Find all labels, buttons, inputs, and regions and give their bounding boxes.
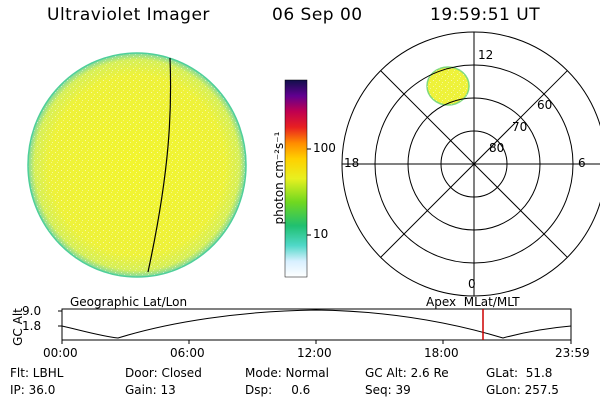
mlat-label-70: 70 [512,120,528,134]
time-tick-1800: 18:00 [424,346,459,360]
orbit-altitude-panel [58,308,572,344]
mlt-label-6: 6 [578,156,586,170]
time-tick-2359: 23:59 [555,346,590,360]
polar-plot [341,31,600,297]
geographic-label: Geographic Lat/Lon [70,295,188,309]
alt-axis-title: GC Alt [11,308,25,346]
uv-image-disk [27,52,247,278]
gc-alt-status: GC Alt: 2.6 Re [365,366,449,380]
colorbar-label-100: 100 [313,141,336,155]
mlt-label-0: 0 [468,277,476,291]
instrument-title: Ultraviolet Imager [47,5,210,25]
seq-status: Seq: 39 [365,383,411,397]
mlt-label-18: 18 [344,156,360,170]
mlt-label-12: 12 [478,48,494,62]
colorbar [284,79,308,278]
mode-status: Mode: Normal [245,366,329,380]
glat-status: GLat: 51.8 [486,366,553,380]
time-tick-0000: 00:00 [43,346,78,360]
filter-status: Flt: LBHL [10,366,64,380]
mlat-label-60: 60 [537,98,553,112]
alt-tick-1.8: 1.8 [22,319,42,333]
observation-date: 06 Sep 00 [272,5,363,25]
time-tick-1200: 12:00 [297,346,332,360]
alt-tick-9: 9.0 [22,304,42,318]
ip-status: IP: 36.0 [10,383,56,397]
altitude-curve [61,309,572,339]
glon-status: GLon: 257.5 [486,383,559,397]
mlat-label-80: 80 [489,141,505,155]
apex-label: Apex MLat/MLT [426,295,520,309]
time-tick-0600: 06:00 [170,346,205,360]
gain-status: Gain: 13 [125,383,176,397]
door-status: Door: Closed [125,366,202,380]
colorbar-label-10: 10 [313,227,329,241]
observation-time: 19:59:51 UT [430,5,541,25]
terminator-line [147,57,172,273]
dsp-status: Dsp: 0.6 [245,383,311,397]
colorbar-unit-label: photon cm⁻²s⁻¹ [272,131,286,225]
